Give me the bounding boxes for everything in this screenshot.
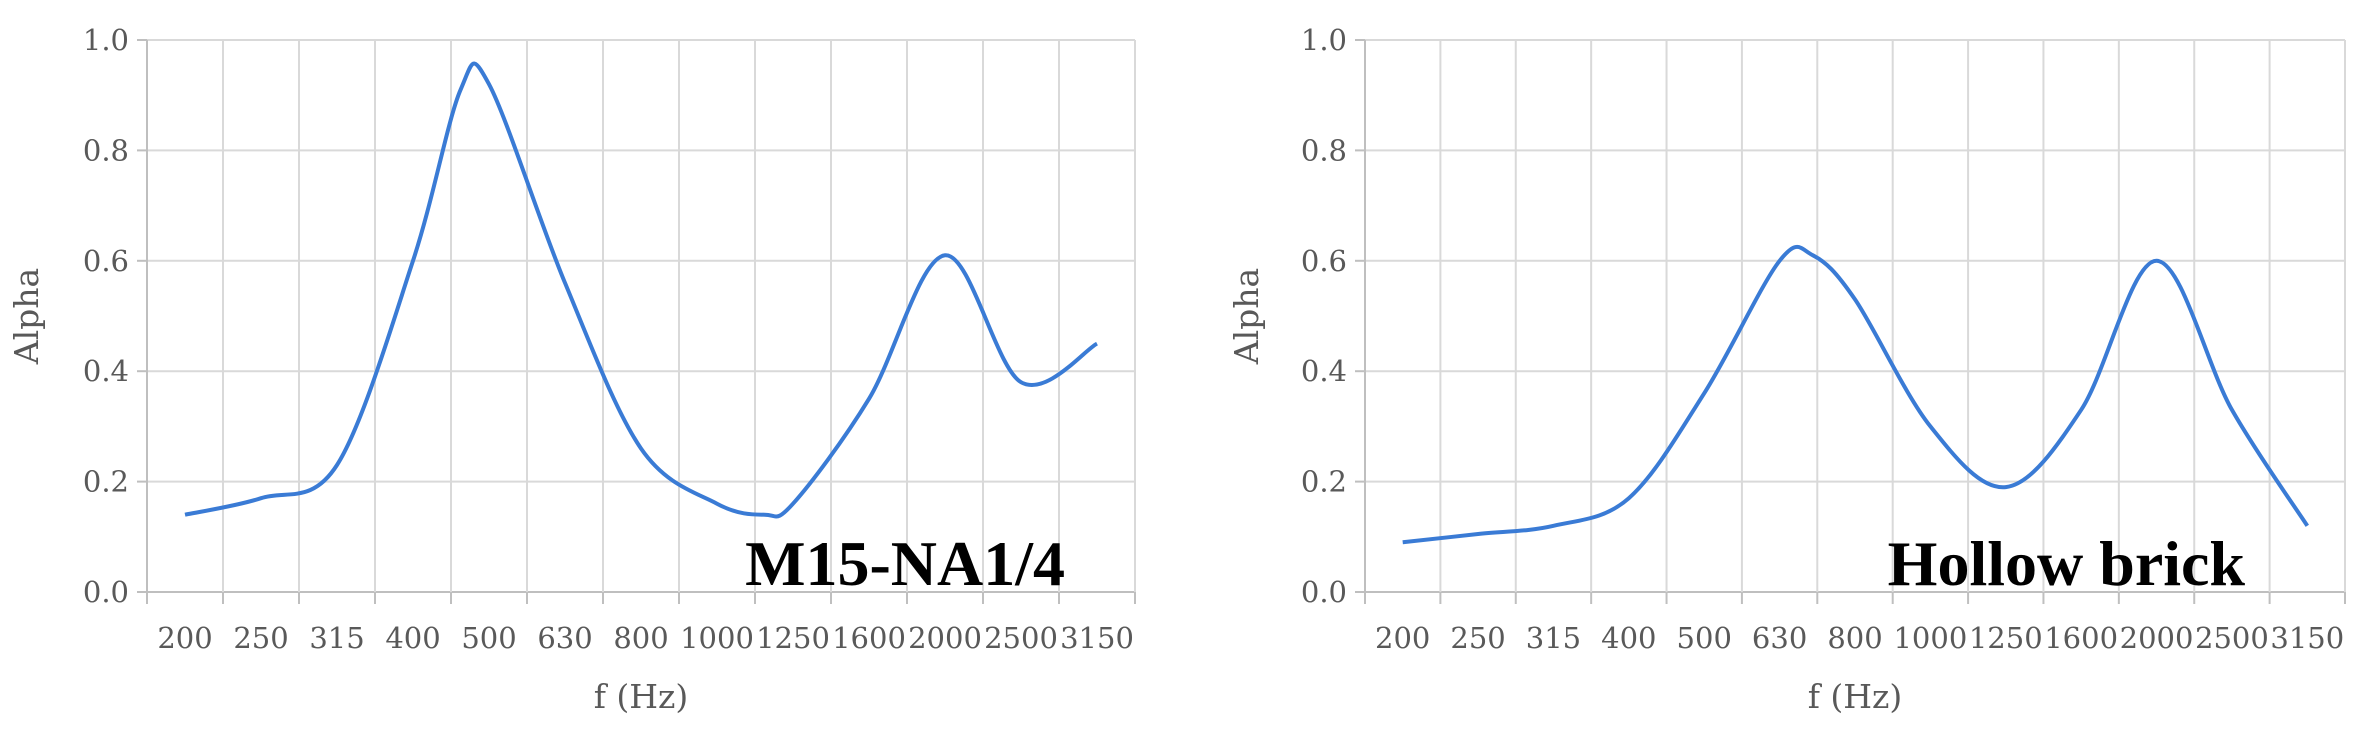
x-tick-label: 3150 [2270,621,2344,655]
y-tick-label: 0.4 [83,354,129,388]
x-tick-label: 400 [1601,621,1656,655]
x-tick-label: 800 [1827,621,1882,655]
y-axis-label: Alpha [7,268,46,365]
x-tick-label: 630 [1752,621,1807,655]
panel-annotation: M15-NA1/4 [745,528,1065,599]
y-axis-label: Alpha [1227,268,1266,365]
x-tick-label: 500 [1677,621,1732,655]
x-tick-label: 1250 [1969,621,2043,655]
chart-panel-left: 0.0 0.2 0.4 0.6 0.8 1.0 200 250 315 400 500 630 800 1… [7,23,1136,716]
x-tick-label: 1250 [756,621,830,655]
x-tick-label: 200 [1375,621,1430,655]
chart-panel-right: 0.0 0.2 0.4 0.6 0.8 1.0 200 250 315 400 500 630 800 1… [1227,23,2346,716]
y-tick-label: 0.2 [83,465,129,499]
x-tick-label: 250 [233,621,288,655]
y-tick-label: 0.4 [1301,354,1347,388]
x-tick-label: 2000 [908,621,982,655]
x-tick-label: 200 [157,621,212,655]
x-tick-label: 1000 [680,621,754,655]
x-tick-label: 315 [309,621,364,655]
x-tick-label: 2000 [2120,621,2194,655]
alpha-series-line [1402,244,2309,545]
x-tick-label: 2500 [984,621,1058,655]
y-tick-label: 1.0 [1301,23,1347,57]
panel-annotation: Hollow brick [1888,528,2246,599]
x-tick-label: 800 [613,621,668,655]
x-tick-label: 630 [537,621,592,655]
x-axis-label: f (Hz) [594,677,689,716]
x-tick-label: 500 [461,621,516,655]
x-tick-label: 250 [1450,621,1505,655]
y-tick-label: 0.8 [83,133,129,167]
x-tick-label: 2500 [2195,621,2269,655]
alpha-series-line [184,61,1099,519]
x-tick-label: 1600 [2044,621,2118,655]
y-tick-label: 0.2 [1301,465,1347,499]
y-tick-label: 0.8 [1301,133,1347,167]
y-tick-label: 0.0 [83,575,129,609]
x-tick-label: 315 [1526,621,1581,655]
x-tick-label: 400 [385,621,440,655]
y-tick-label: 1.0 [83,23,129,57]
x-tick-label: 1600 [832,621,906,655]
x-axis-label: f (Hz) [1808,677,1903,716]
y-tick-label: 0.6 [1301,244,1347,278]
y-tick-label: 0.0 [1301,575,1347,609]
x-tick-label: 1000 [1893,621,1967,655]
y-tick-label: 0.6 [83,244,129,278]
x-tick-label: 3150 [1060,621,1134,655]
